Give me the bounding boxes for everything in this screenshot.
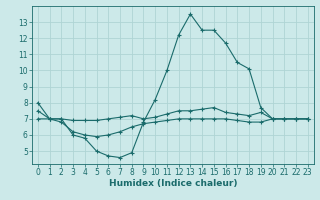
X-axis label: Humidex (Indice chaleur): Humidex (Indice chaleur) bbox=[108, 179, 237, 188]
